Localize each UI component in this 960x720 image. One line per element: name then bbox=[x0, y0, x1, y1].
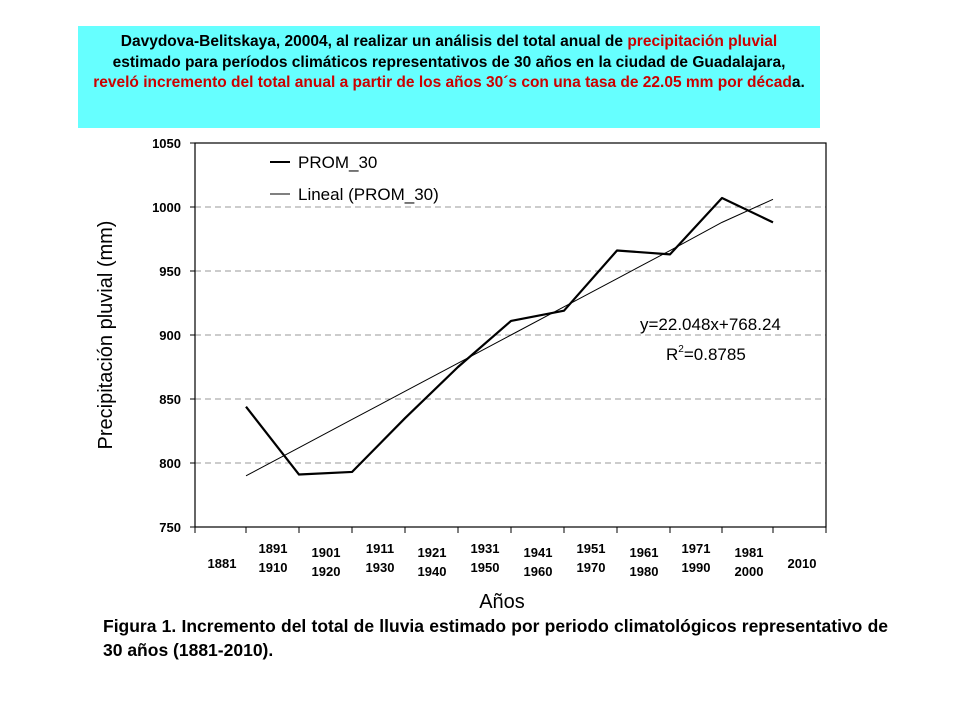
x-tick-label: 1980 bbox=[630, 564, 659, 579]
x-tick-label: 1930 bbox=[366, 560, 395, 575]
banner-highlight-1: precipitación pluvial bbox=[627, 33, 778, 50]
x-tick-label: 1911 bbox=[366, 541, 394, 556]
y-axis-label: Precipitación pluvial (mm) bbox=[95, 221, 117, 450]
banner-text-2: estimado para períodos climáticos repres… bbox=[112, 53, 786, 71]
x-tick-label: 1951 bbox=[577, 541, 606, 556]
banner-text-3: a. bbox=[791, 74, 805, 91]
y-tick-label: 1000 bbox=[152, 200, 181, 215]
x-tick-label: 1970 bbox=[577, 560, 606, 575]
y-tick-label: 900 bbox=[159, 328, 181, 343]
banner-highlight-2: reveló incremento del total anual a part… bbox=[93, 74, 792, 91]
x-tick-label: 2000 bbox=[735, 564, 764, 579]
series-line-trend bbox=[245, 198, 774, 477]
x-tick-label: 1891 bbox=[259, 541, 288, 556]
r-squared-label: R2=0.8785 bbox=[666, 344, 746, 364]
y-tick-label: 750 bbox=[159, 520, 181, 535]
x-tick-label: 1931 bbox=[471, 541, 500, 556]
y-tick-label: 950 bbox=[159, 264, 181, 279]
x-tick-label: 1920 bbox=[312, 564, 341, 579]
series-lines bbox=[245, 196, 774, 477]
legend: PROM_30 Lineal (PROM_30) bbox=[270, 153, 439, 204]
x-tick-label: 1941 bbox=[524, 545, 553, 560]
trend-equation: y=22.048x+768.24 bbox=[640, 315, 781, 334]
y-tick-label: 800 bbox=[159, 456, 181, 471]
x-tick-label: 1901 bbox=[312, 545, 341, 560]
x-axis-label: Años bbox=[479, 591, 525, 613]
x-tick-label: 1971 bbox=[682, 541, 711, 556]
y-axis-ticks: 750 800 850 900 950 1000 1050 bbox=[152, 136, 195, 535]
r2-exponent: 2 bbox=[678, 344, 684, 355]
y-tick-label: 850 bbox=[159, 392, 181, 407]
info-banner: Davydova-Belitskaya, 20004, al realizar … bbox=[78, 26, 820, 128]
x-tick-label: 1990 bbox=[682, 560, 711, 575]
r2-value: =0.8785 bbox=[684, 345, 746, 364]
x-tick-label: 1961 bbox=[630, 545, 659, 560]
x-tick-label: 1950 bbox=[471, 560, 500, 575]
y-tick-label: 1050 bbox=[152, 136, 181, 151]
figure-caption: Figura 1. Incremento del total de lluvia… bbox=[103, 616, 888, 660]
x-tick-label: 1921 bbox=[418, 545, 447, 560]
legend-label-prom30: PROM_30 bbox=[298, 153, 377, 172]
x-tick-label: 1910 bbox=[259, 560, 288, 575]
x-tick-label: 1960 bbox=[524, 564, 553, 579]
banner-text-1: Davydova-Belitskaya, 20004, al realizar … bbox=[120, 33, 628, 50]
x-tick-label: 1881 bbox=[208, 556, 237, 571]
r2-prefix: R bbox=[666, 345, 678, 364]
legend-label-trend: Lineal (PROM_30) bbox=[298, 185, 439, 204]
x-tick-label: 1940 bbox=[418, 564, 447, 579]
x-axis-ticks: 1881 1891 1910 1901 1920 1911 1930 1921 1940 1931… bbox=[194, 527, 827, 579]
x-tick-label: 2010 bbox=[788, 556, 817, 571]
x-tick-label: 1981 bbox=[735, 545, 764, 560]
series-line-prom30 bbox=[245, 196, 774, 476]
